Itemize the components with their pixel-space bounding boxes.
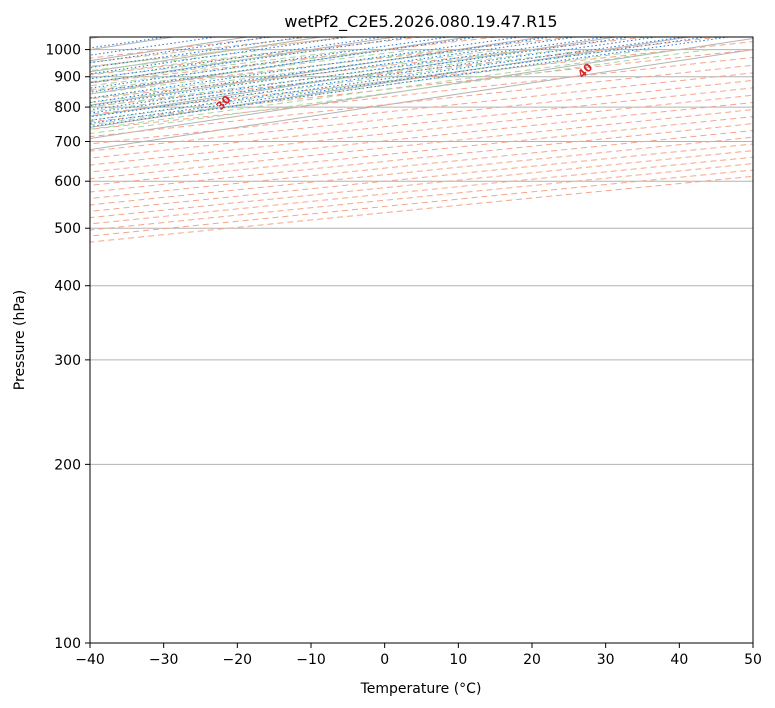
y-tick-label: 500 bbox=[54, 221, 81, 237]
moist-adiabat-line bbox=[90, 49, 562, 113]
dry-adiabat-line bbox=[90, 72, 753, 145]
x-tick-label: 20 bbox=[523, 652, 541, 668]
mixing-ratio-line bbox=[90, 37, 606, 111]
dry-adiabat-line bbox=[90, 156, 753, 225]
x-tick-label: −10 bbox=[296, 652, 326, 668]
x-tick-label: −30 bbox=[149, 652, 179, 668]
y-tick-label: 1000 bbox=[45, 43, 81, 59]
dry-adiabat-line bbox=[90, 56, 753, 130]
mixing-ratio-line bbox=[90, 37, 684, 121]
chart-title: wetPf2_C2E5.2026.080.19.47.R15 bbox=[284, 12, 557, 32]
dry-adiabat-line bbox=[90, 150, 753, 219]
mixing-ratio-line bbox=[90, 37, 729, 128]
isotherm-line bbox=[90, 37, 753, 139]
y-tick-label: 600 bbox=[54, 174, 81, 190]
x-tick-label: 10 bbox=[449, 652, 467, 668]
moist-adiabat-line bbox=[90, 49, 533, 108]
y-tick-label: 800 bbox=[54, 100, 81, 116]
x-axis-ticks: −40 −30 −20 −10 0 10 20 30 40 50 bbox=[75, 643, 762, 668]
mixing-ratio-line bbox=[90, 37, 630, 114]
isotherm-line bbox=[90, 49, 753, 151]
y-tick-label: 300 bbox=[54, 353, 81, 369]
dry-adiabat-line bbox=[90, 37, 497, 84]
mixing-ratio-line bbox=[90, 37, 657, 118]
x-tick-label: −40 bbox=[75, 652, 105, 668]
y-tick-label: 100 bbox=[54, 636, 81, 652]
dry-adiabat-line bbox=[90, 37, 646, 100]
dry-adiabat-line bbox=[90, 175, 753, 243]
x-tick-label: 50 bbox=[744, 652, 762, 668]
x-tick-label: 30 bbox=[597, 652, 615, 668]
moist-adiabat-line bbox=[90, 49, 474, 99]
background-lines bbox=[90, 37, 753, 643]
mixing-ratio-line bbox=[90, 37, 303, 69]
x-tick-label: 40 bbox=[670, 652, 688, 668]
plot-frame bbox=[89, 36, 754, 644]
y-axis-label: Pressure (hPa) bbox=[12, 290, 28, 390]
mixing-ratio-line bbox=[90, 37, 576, 107]
x-tick-label: 0 bbox=[380, 652, 389, 668]
dry-adiabat-line bbox=[90, 143, 753, 212]
y-tick-label: 900 bbox=[54, 70, 81, 86]
y-tick-label: 400 bbox=[54, 279, 81, 295]
y-tick-label: 700 bbox=[54, 134, 81, 150]
dry-adiabat-line bbox=[90, 49, 753, 123]
x-tick-label: −20 bbox=[223, 652, 253, 668]
mixing-ratio-line bbox=[90, 37, 270, 64]
moist-adiabat-line bbox=[90, 49, 650, 126]
moist-adiabat-line bbox=[90, 49, 680, 130]
y-tick-label: 200 bbox=[54, 457, 81, 473]
x-axis-label: Temperature (°C) bbox=[360, 681, 482, 697]
moist-adiabat-line bbox=[90, 49, 709, 135]
y-axis-ticks: 100 200 300 400 500 600 700 800 900 1000 bbox=[45, 43, 90, 652]
